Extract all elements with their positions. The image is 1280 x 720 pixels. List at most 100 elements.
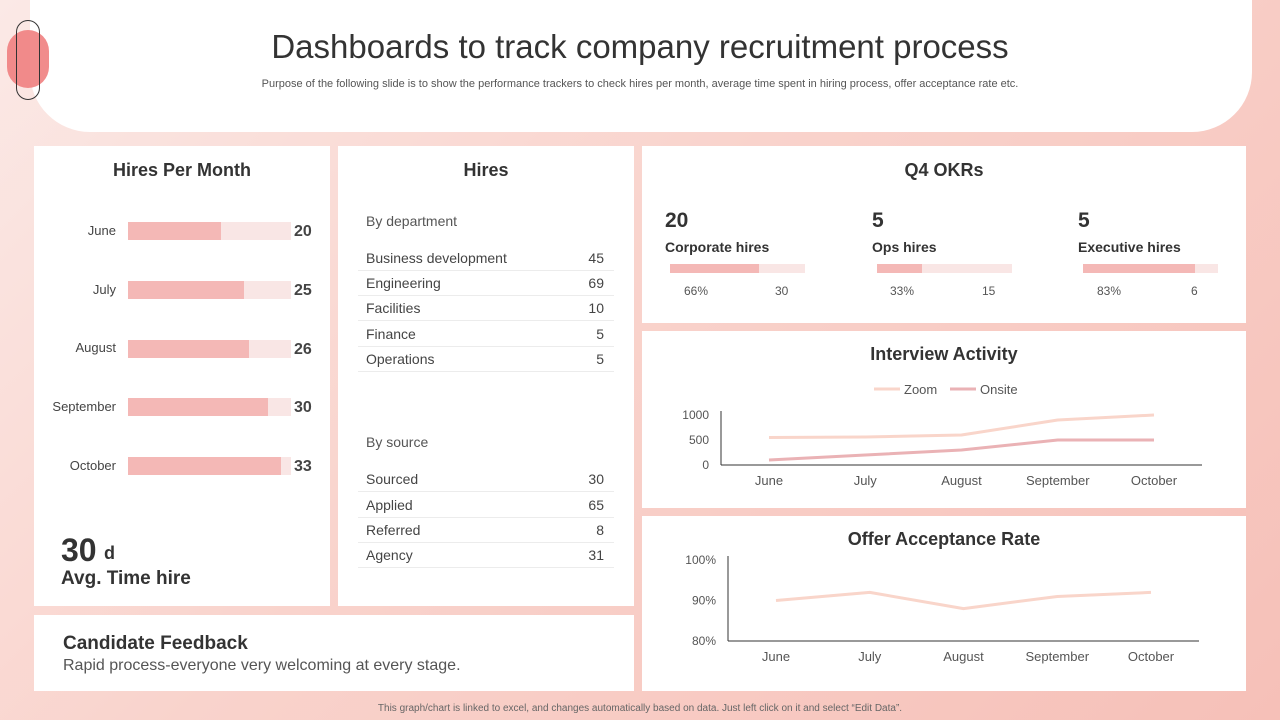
candidate-feedback-card: Candidate Feedback Rapid process-everyon… [34,615,634,691]
okr-progress-bar [670,264,760,273]
hpm-value: 30 [294,399,312,416]
row-value: 30 [588,471,604,487]
q4-okrs-title: Q4 OKRs [904,160,984,180]
decorative-pill-outline [16,20,40,100]
hpm-month-label: October [69,458,116,473]
okr-target: 15 [982,284,996,298]
hpm-bar-track [128,457,291,475]
offer-acceptance-title: Offer Acceptance Rate [847,529,1041,549]
x-tick-label: June [755,473,783,488]
candidate-feedback-text: Rapid process-everyone very welcoming at… [63,657,461,674]
okr-number: 20 [665,209,689,232]
row-value: 10 [588,300,604,316]
x-tick-label: September [1025,649,1089,664]
okr-number: 5 [1078,209,1090,232]
hpm-bar-track [128,398,291,416]
x-tick-label: August [943,649,984,664]
x-tick-label: September [1026,473,1090,488]
x-tick-label: July [858,649,882,664]
interview-activity-chart: Zoom Onsite 0 500 1000 June July August Septembe… [682,382,1202,488]
okr-progress-track [877,264,1012,273]
okr-progress-track [1083,264,1218,273]
by-department-heading: By department [366,213,458,229]
table-row: Facilities 10 [358,296,614,321]
table-row: Applied 65 [358,493,614,518]
legend-label: Zoom [904,382,937,397]
hpm-month-label: June [87,223,116,238]
avg-time-label: Avg. Time hire [61,568,191,589]
row-label: Applied [366,497,413,513]
x-tick-label: July [854,473,878,488]
q4-okrs-card: Q4 OKRs 20 Corporate hires 66% 30 5 Ops … [642,146,1246,323]
table-row: Operations 5 [358,347,614,372]
y-tick-label: 90% [692,594,716,608]
avg-time-unit: d [104,543,115,563]
table-row: Sourced 30 [358,467,614,492]
row-label: Agency [366,547,413,563]
okr-target: 6 [1191,284,1198,298]
header-card [30,0,1252,132]
y-tick-label: 500 [689,433,709,447]
hpm-bar [128,340,249,358]
hpm-bar-track [128,222,291,240]
table-row: Finance 5 [358,322,614,347]
offer-acceptance-chart: 80% 90% 100% June July August September October [685,553,1199,664]
hpm-bar [128,398,269,416]
interview-activity-title: Interview Activity [870,344,1018,364]
row-value: 8 [596,522,604,538]
okr-label: Executive hires [1078,239,1181,255]
x-tick-label: October [1128,649,1175,664]
x-tick-label: October [1131,473,1178,488]
x-tick-label: August [941,473,982,488]
hires-per-month-title: Hires Per Month [112,160,252,180]
row-value: 65 [588,497,604,513]
avg-time-number: 30 [61,532,97,568]
hpm-bar-track [128,281,291,299]
y-tick-label: 80% [692,634,716,648]
okr-percent: 33% [890,284,915,298]
series-line [768,413,1155,439]
row-value: 5 [596,326,604,342]
okr-label: Ops hires [872,239,937,255]
hpm-value: 26 [294,341,312,358]
hires-card: Hires By department Business development… [338,146,634,606]
okr-label: Corporate hires [665,239,770,255]
hpm-value: 25 [294,282,312,299]
row-label: Engineering [366,275,441,291]
row-value: 69 [588,275,604,291]
row-value: 5 [596,351,604,367]
row-value: 45 [588,250,604,266]
hires-title: Hires [463,160,509,180]
okr-percent: 66% [684,284,709,298]
hpm-month-label: September [52,399,116,414]
series-line [768,438,1154,462]
row-value: 31 [588,547,604,563]
offer-acceptance-card: Offer Acceptance Rate 80% 90% 100% June July… [642,516,1246,691]
row-label: Sourced [366,471,419,487]
hpm-month-label: August [75,340,116,355]
row-label: Facilities [366,300,421,316]
row-label: Business development [366,250,507,266]
table-row: Referred 8 [358,518,614,543]
hpm-value: 20 [294,223,312,240]
page-subtitle: Purpose of the following slide is to sho… [261,78,1019,90]
footer-note: This graph/chart is linked to excel, and… [377,703,903,714]
okr-number: 5 [872,209,884,232]
hpm-bar [128,457,282,475]
interview-activity-card: Interview Activity Zoom Onsite 0 500 1000 Jun… [642,331,1246,508]
hpm-value: 33 [294,458,312,475]
series-line [775,590,1152,611]
table-row: Engineering 69 [358,271,614,296]
x-tick-label: June [762,649,790,664]
table-row: Agency 31 [358,543,614,568]
okr-progress-track [670,264,805,273]
hpm-bar [128,281,244,299]
okr-progress-bar [877,264,922,273]
legend-label: Onsite [980,382,1018,397]
page-title: Dashboards to track company recruitment … [271,28,1009,65]
hpm-month-label: July [92,282,116,297]
y-tick-label: 1000 [682,408,709,422]
row-label: Referred [366,522,421,538]
candidate-feedback-title: Candidate Feedback [63,633,248,654]
y-tick-label: 100% [685,553,716,567]
